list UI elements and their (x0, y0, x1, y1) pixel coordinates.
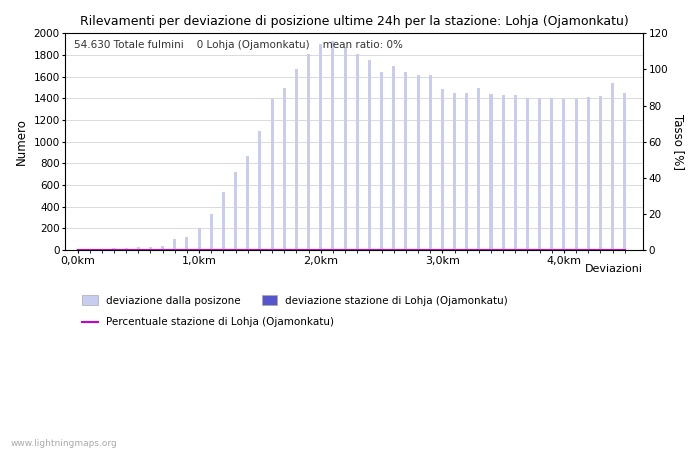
Bar (234, 172, 237, 250)
Bar (453, 93, 456, 250)
Bar (441, 89, 444, 250)
Bar (380, 72, 383, 250)
Bar (161, 246, 164, 250)
Bar (295, 69, 298, 250)
Bar (356, 54, 359, 250)
Bar (344, 47, 346, 250)
Bar (125, 248, 127, 250)
Bar (538, 99, 541, 250)
Bar (76, 249, 79, 250)
Y-axis label: Numero: Numero (15, 118, 28, 165)
Y-axis label: Tasso [%]: Tasso [%] (672, 114, 685, 170)
Text: www.lightningmaps.org: www.lightningmaps.org (10, 439, 118, 448)
Bar (331, 41, 335, 250)
Legend: Percentuale stazione di Lohja (Ojamonkatu): Percentuale stazione di Lohja (Ojamonkat… (82, 317, 334, 327)
Bar (307, 54, 310, 250)
Bar (477, 87, 480, 250)
Bar (271, 99, 274, 250)
Bar (258, 131, 262, 250)
Bar (526, 99, 529, 250)
Bar (186, 237, 188, 250)
Bar (246, 156, 249, 250)
Bar (222, 192, 225, 250)
Bar (88, 249, 91, 250)
Bar (136, 248, 140, 250)
Title: Rilevamenti per deviazione di posizione ultime 24h per la stazione: Lohja (Ojamo: Rilevamenti per deviazione di posizione … (80, 15, 629, 28)
Text: 54.630 Totale fulmini    0 Lohja (Ojamonkatu)    mean ratio: 0%: 54.630 Totale fulmini 0 Lohja (Ojamonkat… (74, 40, 403, 50)
Text: Deviazioni: Deviazioni (585, 264, 643, 274)
Bar (416, 75, 419, 250)
Bar (100, 249, 104, 250)
Bar (514, 95, 517, 250)
Bar (405, 72, 407, 250)
Bar (599, 96, 602, 250)
Bar (174, 239, 176, 250)
Bar (489, 94, 493, 250)
Bar (428, 75, 432, 250)
Bar (563, 99, 566, 250)
Bar (149, 247, 152, 250)
Bar (368, 60, 371, 250)
Bar (623, 93, 626, 250)
Bar (611, 83, 614, 250)
Bar (319, 44, 322, 250)
Bar (197, 228, 201, 250)
Bar (575, 99, 577, 250)
Bar (283, 87, 286, 250)
Bar (392, 66, 396, 250)
Bar (587, 97, 590, 250)
Bar (502, 95, 505, 250)
Bar (466, 93, 468, 250)
Bar (210, 214, 213, 250)
Bar (550, 99, 553, 250)
Bar (113, 248, 116, 250)
